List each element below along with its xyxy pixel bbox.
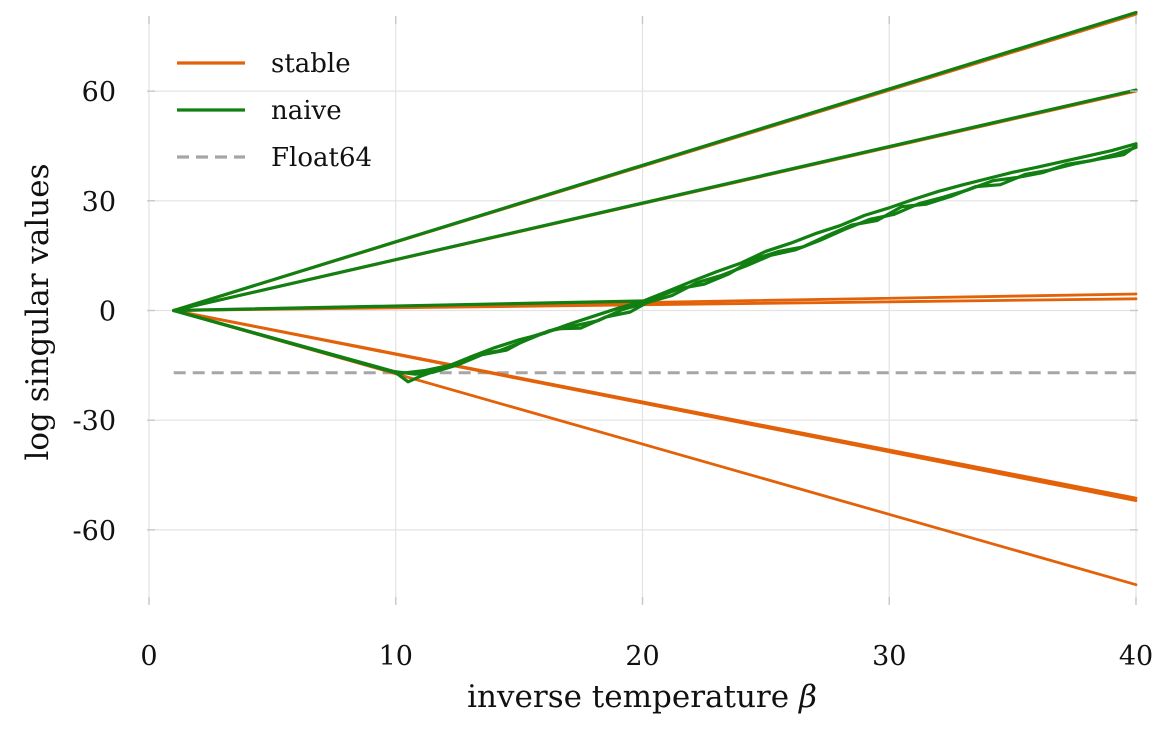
y-tick-label: 30	[82, 187, 116, 218]
naive-series-line	[172, 10, 1138, 313]
y-tick-label: 60	[82, 77, 116, 108]
series-group	[172, 10, 1138, 587]
x-tick-label: 0	[140, 641, 157, 672]
axes: 0 10 20 30 40 60 30 0 -30 -60 inverse temperature …	[20, 16, 1153, 715]
y-tick-label: -30	[73, 406, 116, 437]
legend-label-stable: stable	[271, 49, 351, 79]
stable-series-line	[172, 309, 1138, 500]
naive-series-line	[172, 145, 1138, 375]
x-tick-label: 20	[625, 641, 659, 672]
x-axis-title: inverse temperature β	[467, 679, 817, 715]
legend: stable naive Float64	[177, 49, 372, 173]
y-tick-label: 0	[99, 297, 116, 328]
naive-series-line	[172, 88, 1138, 313]
legend-label-float64: Float64	[271, 143, 372, 173]
x-tick-label: 10	[379, 641, 413, 672]
x-tick-label: 30	[872, 641, 906, 672]
legend-label-naive: naive	[271, 96, 342, 126]
naive-series-line	[172, 299, 645, 313]
x-tick-label: 40	[1119, 641, 1153, 672]
y-axis-title: log singular values	[20, 163, 56, 460]
y-tick-label: -60	[73, 516, 116, 547]
